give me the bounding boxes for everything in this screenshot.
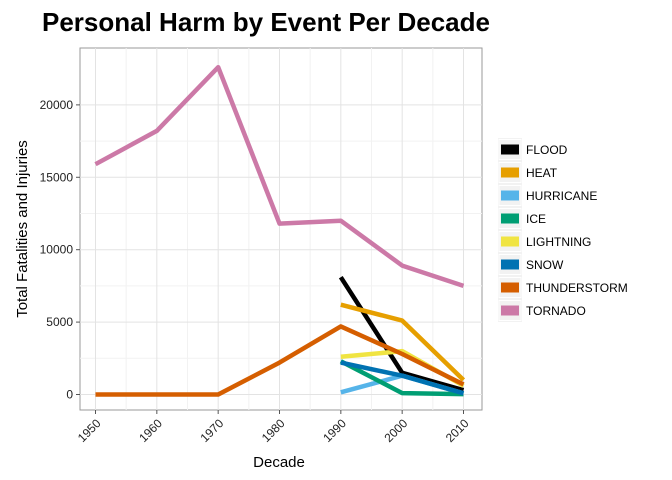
x-axis: 1950 1960 1970 1980 1990 2000 2010 — [75, 410, 472, 445]
y-axis-title: Total Fatalities and Injuries — [14, 140, 31, 318]
x-axis-title: Decade — [253, 454, 305, 471]
series-line-heat — [340, 302, 466, 382]
legend-label-thunderstorm: THUNDERSTORM — [526, 281, 628, 295]
series-line-snow — [340, 360, 465, 396]
legend-label-ice: ICE — [526, 212, 546, 226]
y-tick-label: 20000 — [40, 98, 74, 112]
plot-border — [79, 47, 483, 411]
series-line-ice — [339, 359, 464, 397]
legend: FLOOD HEAT HURRICANE ICE LIGHTNING SNOW THUNDE… — [498, 138, 628, 322]
y-tick-label: 5000 — [46, 315, 73, 329]
legend-label-lightning: LIGHTNING — [526, 235, 591, 249]
x-tick-label: 1960 — [136, 416, 165, 445]
x-tick-label: 1980 — [259, 416, 288, 445]
series-line-thunderstorm — [95, 324, 465, 397]
legend-label-hurricane: HURRICANE — [526, 189, 597, 203]
y-tick-label: 10000 — [40, 243, 74, 257]
legend-label-flood: FLOOD — [526, 143, 568, 157]
y-tick-label: 0 — [66, 388, 73, 402]
series-line-tornado — [94, 64, 465, 289]
chart-title: Personal Harm by Event Per Decade — [42, 7, 490, 37]
y-tick-label: 15000 — [40, 170, 74, 184]
legend-label-tornado: TORNADO — [526, 304, 586, 318]
x-tick-label: 1970 — [198, 416, 227, 445]
x-tick-label: 2010 — [443, 416, 472, 445]
y-axis: 0 5000 10000 15000 20000 — [40, 98, 80, 402]
x-tick-label: 2000 — [382, 416, 411, 445]
grid-lines — [80, 48, 482, 410]
plot-panel — [79, 47, 483, 411]
x-tick-label: 1950 — [75, 416, 104, 445]
series-lines — [94, 64, 466, 397]
x-tick-label: 1990 — [320, 416, 349, 445]
legend-label-heat: HEAT — [526, 166, 558, 180]
legend-label-snow: SNOW — [526, 258, 564, 272]
